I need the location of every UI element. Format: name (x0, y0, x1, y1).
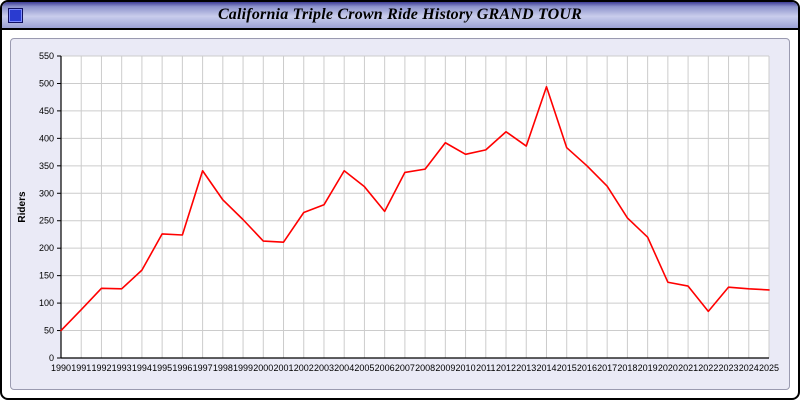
x-tick-label: 2004 (334, 363, 354, 373)
x-tick-label: 1992 (91, 363, 111, 373)
x-tick-label: 2019 (638, 363, 658, 373)
x-tick-label: 2021 (678, 363, 698, 373)
y-tick-label: 250 (39, 216, 54, 226)
x-tick-label: 1990 (51, 363, 71, 373)
x-tick-label: 1995 (152, 363, 172, 373)
y-tick-label: 450 (39, 106, 54, 116)
y-tick-label: 400 (39, 133, 54, 143)
x-tick-label: 2000 (253, 363, 273, 373)
x-tick-label: 2007 (395, 363, 415, 373)
chart-title: California Triple Crown Ride History GRA… (217, 6, 583, 23)
x-tick-label: 1996 (172, 363, 192, 373)
riders-data-line (60, 85, 770, 332)
riders-line-chart: 0 50 100 150 200 250 300 350 400 450 500 550 1990 199… (11, 39, 789, 389)
x-tick-label: 1997 (193, 363, 213, 373)
x-tick-label: 2022 (698, 363, 718, 373)
y-tick-label: 150 (39, 271, 54, 281)
x-tick-label: 1993 (112, 363, 132, 373)
x-tick-label: 2017 (597, 363, 617, 373)
y-tick-label: 200 (39, 243, 54, 253)
x-tick-label: 2005 (354, 363, 374, 373)
x-tick-label: 2023 (719, 363, 739, 373)
y-tick-label: 50 (44, 326, 54, 336)
x-tick-label: 2001 (273, 363, 293, 373)
x-tick-label: 2006 (375, 363, 395, 373)
plot-area (61, 56, 769, 358)
x-tick-label: 2012 (496, 363, 516, 373)
x-tick-label: 2010 (456, 363, 476, 373)
x-tick-label: 1998 (213, 363, 233, 373)
title-bar: California Triple Crown Ride History GRA… (2, 2, 798, 30)
x-tick-label: 2020 (658, 363, 678, 373)
x-tick-label: 2008 (415, 363, 435, 373)
app-icon (8, 7, 23, 23)
x-tick-label: 2018 (617, 363, 637, 373)
x-tick-label: 2002 (294, 363, 314, 373)
x-tick-label: 1991 (71, 363, 91, 373)
y-tick-label: 550 (39, 51, 54, 61)
x-tick-label: 2011 (476, 363, 495, 373)
x-tick-label: 2014 (536, 363, 556, 373)
chart-panel: 0 50 100 150 200 250 300 350 400 450 500 550 1990 199… (10, 38, 790, 390)
x-tick-label: 2015 (557, 363, 577, 373)
y-axis-title: Riders (17, 191, 28, 223)
x-tick-label: 1994 (132, 363, 152, 373)
x-tick-label: 2025 (759, 363, 779, 373)
x-tick-label: 2009 (435, 363, 455, 373)
x-tick-label: 2003 (314, 363, 334, 373)
y-tick-label: 300 (39, 188, 54, 198)
y-tick-label: 500 (39, 78, 54, 88)
x-tick-label: 2016 (577, 363, 597, 373)
x-tick-label: 2013 (516, 363, 536, 373)
y-tick-label: 0 (49, 353, 54, 363)
y-tick-label: 100 (39, 298, 54, 308)
x-tick-label: 1999 (233, 363, 253, 373)
y-tick-label: 350 (39, 161, 54, 171)
x-tick-label: 2024 (739, 363, 759, 373)
